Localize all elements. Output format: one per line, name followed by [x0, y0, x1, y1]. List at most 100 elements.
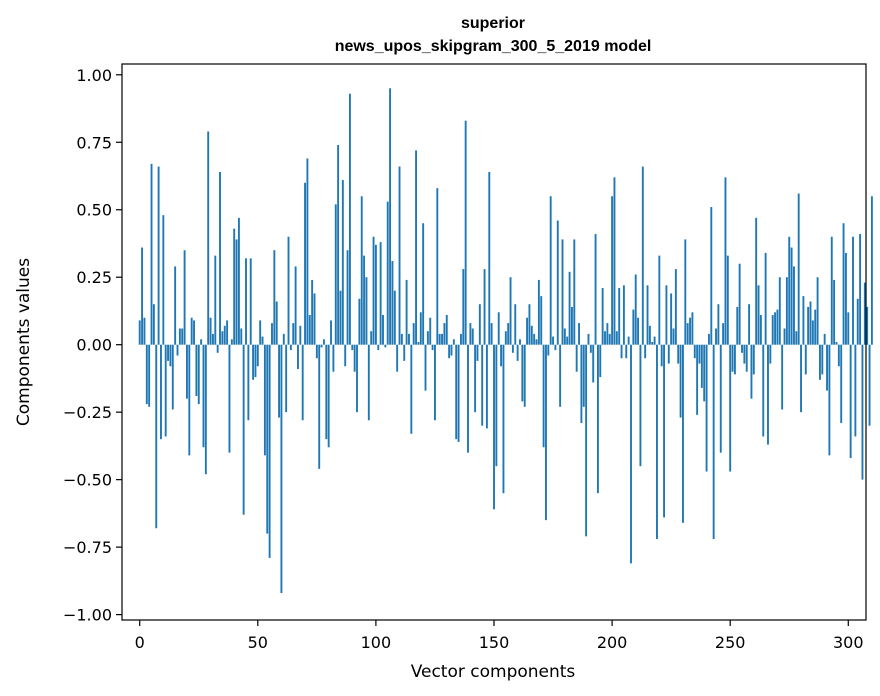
bar-component-247	[722, 323, 725, 345]
bar-component-302	[852, 236, 854, 345]
bar-component-81	[330, 320, 332, 345]
bar-component-108	[393, 290, 396, 345]
bar-component-26	[200, 339, 203, 345]
x-tick-label: 100	[361, 633, 392, 652]
bar-component-24	[195, 344, 198, 396]
bar-component-71	[306, 158, 309, 345]
bar-component-27	[202, 344, 205, 448]
bar-component-60	[280, 344, 283, 594]
x-tick-label: 0	[135, 633, 145, 652]
bar-component-267	[769, 344, 772, 364]
x-axis-ticks: 0 50 100 150 200 250 300	[135, 620, 864, 652]
bar-component-183	[571, 306, 573, 345]
bar-component-121	[424, 344, 427, 391]
bar-component-171	[542, 344, 545, 448]
bar-component-106	[389, 88, 392, 345]
bar-component-104	[384, 344, 387, 348]
bar-component-3	[145, 344, 148, 405]
bar-component-227	[674, 269, 677, 345]
y-tick-label: 0.50	[76, 201, 112, 220]
bar-component-297	[840, 344, 843, 423]
bar-component-179	[561, 239, 564, 345]
chart-title-line-2: news_upos_skipgram_300_5_2019 model	[335, 38, 652, 55]
bar-component-98	[370, 331, 373, 345]
bar-component-158	[511, 344, 514, 353]
x-tick-label: 250	[715, 633, 746, 652]
bar-component-130	[445, 315, 448, 345]
bar-component-69	[301, 344, 304, 421]
bar-component-256	[743, 344, 746, 364]
bar-component-241	[707, 333, 710, 345]
bar-component-56	[271, 323, 273, 345]
bar-component-35	[221, 331, 224, 345]
bar-component-242	[710, 207, 713, 345]
bar-component-206	[625, 344, 628, 359]
bar-component-290	[823, 333, 826, 345]
bar-component-107	[391, 261, 394, 345]
bar-component-110	[398, 166, 401, 345]
bar-component-190	[587, 333, 590, 345]
x-tick-label: 50	[248, 633, 268, 652]
bar-component-139	[467, 344, 469, 453]
bar-component-299	[844, 252, 847, 345]
bar-component-281	[802, 296, 805, 345]
bar-component-78	[323, 339, 325, 345]
bar-component-5	[150, 163, 153, 345]
bar-component-62	[285, 344, 288, 413]
bar-component-273	[783, 328, 786, 345]
bar-component-23	[193, 320, 195, 345]
bar-component-64	[289, 344, 292, 351]
bar-component-195	[599, 344, 602, 378]
bar-component-219	[656, 344, 658, 540]
bar-component-7	[155, 344, 158, 529]
bar-component-300	[847, 312, 850, 345]
y-axis-label: Components values	[14, 258, 34, 426]
bar-component-75	[315, 344, 318, 359]
bar-component-250	[729, 344, 732, 472]
bar-component-192	[592, 344, 595, 383]
bar-component-126	[436, 188, 439, 345]
bar-component-144	[478, 304, 481, 345]
bar-component-149	[490, 323, 493, 345]
bar-component-59	[278, 344, 281, 418]
bar-component-169	[537, 279, 540, 345]
bar-component-129	[443, 323, 446, 345]
bar-component-99	[372, 236, 375, 345]
bar-component-49	[254, 344, 257, 378]
bar-component-266	[767, 344, 769, 445]
bar-component-189	[585, 344, 588, 537]
bar-component-168	[535, 339, 538, 345]
bar-component-115	[410, 344, 413, 434]
bar-component-265	[764, 252, 767, 345]
bar-component-32	[214, 255, 217, 345]
y-tick-label: −1.00	[63, 606, 112, 625]
bar-component-79	[325, 344, 328, 440]
bar-component-207	[627, 336, 630, 345]
bar-component-159	[514, 304, 517, 345]
bar-component-101	[377, 344, 380, 351]
bar-component-305	[859, 234, 862, 345]
y-tick-label: −0.25	[63, 403, 112, 422]
bar-component-243	[712, 344, 715, 540]
bar-component-307	[863, 282, 866, 345]
bar-component-249	[726, 255, 729, 345]
bar-component-147	[485, 344, 488, 429]
bar-component-51	[259, 320, 262, 345]
bar-component-182	[568, 271, 571, 345]
bar-component-251	[731, 344, 734, 372]
bar-component-113	[405, 279, 408, 345]
bar-component-90	[351, 344, 354, 351]
bar-component-6	[152, 304, 155, 345]
bar-component-238	[700, 344, 703, 388]
bar-component-275	[788, 236, 791, 345]
bar-component-304	[856, 298, 859, 345]
bar-component-36	[223, 325, 226, 345]
bar-component-224	[667, 344, 670, 364]
y-tick-label: 0.00	[76, 336, 112, 355]
bar-component-72	[308, 315, 311, 345]
bar-component-255	[741, 344, 743, 353]
bar-component-292	[828, 344, 831, 456]
bar-component-225	[670, 293, 673, 345]
bar-component-237	[698, 344, 701, 364]
bar-component-148	[488, 171, 491, 345]
